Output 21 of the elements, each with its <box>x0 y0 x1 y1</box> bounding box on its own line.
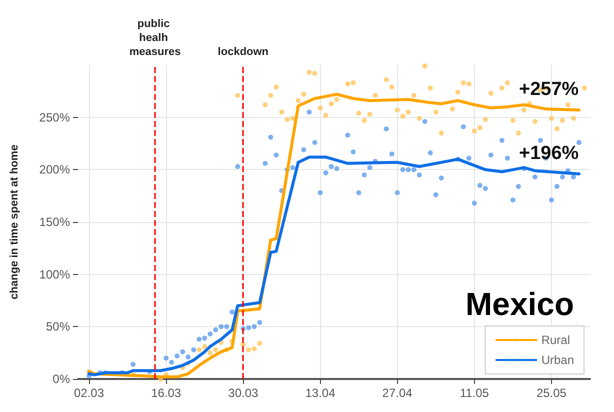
y-tick-label: 100% <box>39 267 70 282</box>
annotation: Mexico <box>466 286 574 322</box>
ref-line-label: public healh measures <box>129 18 181 58</box>
annotation: +196% <box>518 142 579 164</box>
y-tick-label: 250% <box>39 110 70 124</box>
x-tick-label: 13.04 <box>305 386 336 400</box>
x-tick-label: 02.03 <box>74 386 104 400</box>
x-tick-label: 11.05 <box>460 386 490 400</box>
ref-line-label: lockdown <box>218 46 269 58</box>
y-tick-label: 0% <box>52 372 70 386</box>
y-tick-label: 50% <box>46 320 70 334</box>
y-axis-title: change in time spent at home <box>8 144 20 300</box>
annotation: +257% <box>518 79 579 100</box>
x-tick-label: 16.03 <box>151 386 182 400</box>
x-tick-label: 30.03 <box>228 386 258 400</box>
y-tick-label: 150% <box>39 215 70 229</box>
x-tick-label: 27.04 <box>382 386 413 400</box>
legend-label: Rural <box>541 333 570 347</box>
legend-label: Urban <box>541 353 574 367</box>
x-tick-label: 25.05 <box>536 386 567 400</box>
y-tick-label: 200% <box>39 162 70 177</box>
